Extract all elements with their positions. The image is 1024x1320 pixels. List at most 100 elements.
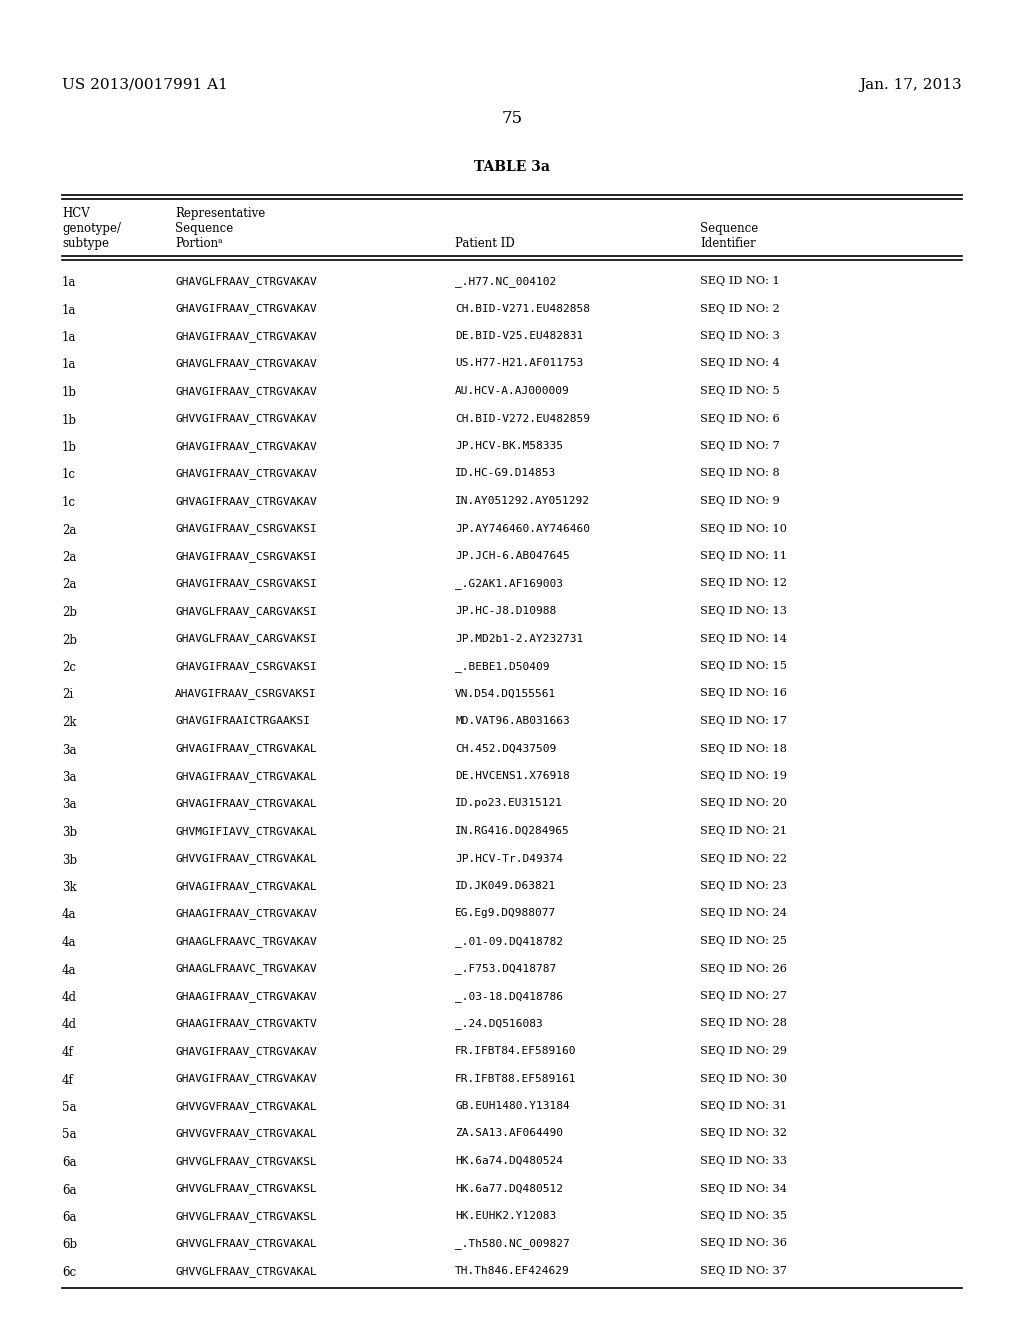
Text: SEQ ID NO: 16: SEQ ID NO: 16 — [700, 689, 787, 698]
Text: GHAVGIFRAAV̲CSRGVAKSI: GHAVGIFRAAV̲CSRGVAKSI — [175, 524, 316, 535]
Text: 4d: 4d — [62, 1019, 77, 1031]
Text: GHVAGIFRAAV̲CTRGVAKAL: GHVAGIFRAAV̲CTRGVAKAL — [175, 743, 316, 755]
Text: GHVVGLFRAAV̲CTRGVAKSL: GHVVGLFRAAV̲CTRGVAKSL — [175, 1210, 316, 1222]
Text: 4f: 4f — [62, 1045, 74, 1059]
Text: SEQ ID NO: 24: SEQ ID NO: 24 — [700, 908, 787, 919]
Text: 2a: 2a — [62, 578, 77, 591]
Text: 3b: 3b — [62, 826, 77, 840]
Text: 4a: 4a — [62, 908, 77, 921]
Text: ID.po23.EU315121: ID.po23.EU315121 — [455, 799, 563, 808]
Text: JP.HCV-Tr.D49374: JP.HCV-Tr.D49374 — [455, 854, 563, 863]
Text: 2a: 2a — [62, 550, 77, 564]
Text: SEQ ID NO: 15: SEQ ID NO: 15 — [700, 661, 787, 671]
Text: SEQ ID NO: 20: SEQ ID NO: 20 — [700, 799, 787, 808]
Text: DE.BID-V25.EU482831: DE.BID-V25.EU482831 — [455, 331, 584, 341]
Text: EG.Eg9.DQ988077: EG.Eg9.DQ988077 — [455, 908, 556, 919]
Text: IN.RG416.DQ284965: IN.RG416.DQ284965 — [455, 826, 569, 836]
Text: 4a: 4a — [62, 936, 77, 949]
Text: US.H77-H21.AF011753: US.H77-H21.AF011753 — [455, 359, 584, 368]
Text: SEQ ID NO: 19: SEQ ID NO: 19 — [700, 771, 787, 781]
Text: Sequence: Sequence — [175, 222, 233, 235]
Text: GHVVGVFRAAV̲CTRGVAKAL: GHVVGVFRAAV̲CTRGVAKAL — [175, 1129, 316, 1139]
Text: AHAVGIFRAAV̲CSRGVAKSI: AHAVGIFRAAV̲CSRGVAKSI — [175, 689, 316, 700]
Text: GHVVGVFRAAV̲CTRGVAKAL: GHVVGVFRAAV̲CTRGVAKAL — [175, 1101, 316, 1111]
Text: 1c: 1c — [62, 469, 76, 482]
Text: 4a: 4a — [62, 964, 77, 977]
Text: VN.D54.DQ155561: VN.D54.DQ155561 — [455, 689, 556, 698]
Text: 3a: 3a — [62, 799, 77, 812]
Text: JP.HC-J8.D10988: JP.HC-J8.D10988 — [455, 606, 556, 616]
Text: GHAAGIFRAAV̲CTRGVAKTV: GHAAGIFRAAV̲CTRGVAKTV — [175, 1019, 316, 1030]
Text: GHVVGLFRAAV̲CTRGVAKSL: GHVVGLFRAAV̲CTRGVAKSL — [175, 1184, 316, 1195]
Text: 6c: 6c — [62, 1266, 76, 1279]
Text: ZA.SA13.AF064490: ZA.SA13.AF064490 — [455, 1129, 563, 1138]
Text: SEQ ID NO: 35: SEQ ID NO: 35 — [700, 1210, 787, 1221]
Text: SEQ ID NO: 31: SEQ ID NO: 31 — [700, 1101, 787, 1111]
Text: GHAVGIFRAAV̲CSRGVAKSI: GHAVGIFRAAV̲CSRGVAKSI — [175, 578, 316, 590]
Text: 6b: 6b — [62, 1238, 77, 1251]
Text: GHVVGLFRAAV̲CTRGVAKAL: GHVVGLFRAAV̲CTRGVAKAL — [175, 1238, 316, 1250]
Text: GHAVGLFRAAV̲CTRGVAKAV: GHAVGLFRAAV̲CTRGVAKAV — [175, 276, 316, 286]
Text: _.Th580.NC_009827: _.Th580.NC_009827 — [455, 1238, 569, 1250]
Text: Representative: Representative — [175, 207, 265, 220]
Text: GHAVGIFRAAV̲CTRGVAKAV: GHAVGIFRAAV̲CTRGVAKAV — [175, 331, 316, 342]
Text: FR.IFBT88.EF589161: FR.IFBT88.EF589161 — [455, 1073, 577, 1084]
Text: GHAVGIFRAAV̲CSRGVAKSI: GHAVGIFRAAV̲CSRGVAKSI — [175, 550, 316, 562]
Text: 2a: 2a — [62, 524, 77, 536]
Text: 2k: 2k — [62, 715, 77, 729]
Text: TABLE 3a: TABLE 3a — [474, 160, 550, 174]
Text: 6a: 6a — [62, 1156, 77, 1170]
Text: GHAVGLFRAAV̲CARGVAKSI: GHAVGLFRAAV̲CARGVAKSI — [175, 634, 316, 644]
Text: SEQ ID NO: 28: SEQ ID NO: 28 — [700, 1019, 787, 1028]
Text: Jan. 17, 2013: Jan. 17, 2013 — [859, 78, 962, 92]
Text: 3a: 3a — [62, 771, 77, 784]
Text: GHVVGLFRAAV̲CTRGVAKSL: GHVVGLFRAAV̲CTRGVAKSL — [175, 1156, 316, 1167]
Text: SEQ ID NO: 3: SEQ ID NO: 3 — [700, 331, 779, 341]
Text: FR.IFBT84.EF589160: FR.IFBT84.EF589160 — [455, 1045, 577, 1056]
Text: 1a: 1a — [62, 331, 77, 345]
Text: _.BEBE1.D50409: _.BEBE1.D50409 — [455, 661, 550, 672]
Text: GHAVGIFRAAV̲CTRGVAKAV: GHAVGIFRAAV̲CTRGVAKAV — [175, 441, 316, 451]
Text: GHAAGIFRAAV̲CTRGVAKAV: GHAAGIFRAAV̲CTRGVAKAV — [175, 991, 316, 1002]
Text: GHAAGLFRAAVC̲TRGVAKAV: GHAAGLFRAAVC̲TRGVAKAV — [175, 936, 316, 946]
Text: GHVAGIFRAAV̲CTRGVAKAV: GHVAGIFRAAV̲CTRGVAKAV — [175, 496, 316, 507]
Text: 6a: 6a — [62, 1210, 77, 1224]
Text: SEQ ID NO: 11: SEQ ID NO: 11 — [700, 550, 787, 561]
Text: GHAVGIFRAAV̲CTRGVAKAV: GHAVGIFRAAV̲CTRGVAKAV — [175, 1073, 316, 1085]
Text: SEQ ID NO: 27: SEQ ID NO: 27 — [700, 991, 787, 1001]
Text: _.03-18.DQ418786: _.03-18.DQ418786 — [455, 991, 563, 1002]
Text: JP.MD2b1-2.AY232731: JP.MD2b1-2.AY232731 — [455, 634, 584, 644]
Text: GHAVGLFRAAV̲CARGVAKSI: GHAVGLFRAAV̲CARGVAKSI — [175, 606, 316, 616]
Text: MD.VAT96.AB031663: MD.VAT96.AB031663 — [455, 715, 569, 726]
Text: SEQ ID NO: 4: SEQ ID NO: 4 — [700, 359, 779, 368]
Text: _.F753.DQ418787: _.F753.DQ418787 — [455, 964, 556, 974]
Text: SEQ ID NO: 26: SEQ ID NO: 26 — [700, 964, 787, 974]
Text: GB.EUH1480.Y13184: GB.EUH1480.Y13184 — [455, 1101, 569, 1111]
Text: GHAVGIFRAAV̲CSRGVAKSI: GHAVGIFRAAV̲CSRGVAKSI — [175, 661, 316, 672]
Text: Patient ID: Patient ID — [455, 238, 515, 249]
Text: SEQ ID NO: 12: SEQ ID NO: 12 — [700, 578, 787, 589]
Text: SEQ ID NO: 23: SEQ ID NO: 23 — [700, 880, 787, 891]
Text: 1b: 1b — [62, 385, 77, 399]
Text: GHVMGIFIAVV̲CTRGVAKAL: GHVMGIFIAVV̲CTRGVAKAL — [175, 826, 316, 837]
Text: 1a: 1a — [62, 304, 77, 317]
Text: Portionᵃ: Portionᵃ — [175, 238, 222, 249]
Text: SEQ ID NO: 1: SEQ ID NO: 1 — [700, 276, 779, 286]
Text: JP.JCH-6.AB047645: JP.JCH-6.AB047645 — [455, 550, 569, 561]
Text: SEQ ID NO: 8: SEQ ID NO: 8 — [700, 469, 779, 479]
Text: SEQ ID NO: 32: SEQ ID NO: 32 — [700, 1129, 787, 1138]
Text: 3b: 3b — [62, 854, 77, 866]
Text: _.01-09.DQ418782: _.01-09.DQ418782 — [455, 936, 563, 946]
Text: Sequence: Sequence — [700, 222, 758, 235]
Text: 1b: 1b — [62, 441, 77, 454]
Text: SEQ ID NO: 6: SEQ ID NO: 6 — [700, 413, 779, 424]
Text: JP.AY746460.AY746460: JP.AY746460.AY746460 — [455, 524, 590, 533]
Text: SEQ ID NO: 33: SEQ ID NO: 33 — [700, 1156, 787, 1166]
Text: 1c: 1c — [62, 496, 76, 510]
Text: 5a: 5a — [62, 1101, 77, 1114]
Text: GHAAGLFRAAVC̲TRGVAKAV: GHAAGLFRAAVC̲TRGVAKAV — [175, 964, 316, 974]
Text: SEQ ID NO: 34: SEQ ID NO: 34 — [700, 1184, 787, 1193]
Text: SEQ ID NO: 17: SEQ ID NO: 17 — [700, 715, 787, 726]
Text: Identifier: Identifier — [700, 238, 756, 249]
Text: SEQ ID NO: 30: SEQ ID NO: 30 — [700, 1073, 787, 1084]
